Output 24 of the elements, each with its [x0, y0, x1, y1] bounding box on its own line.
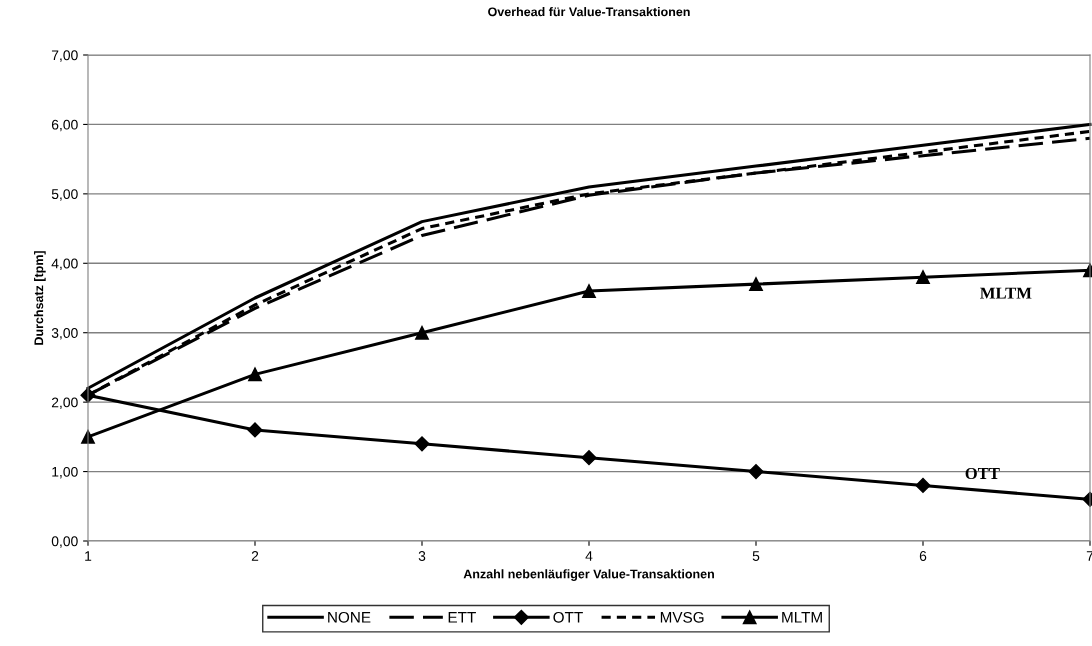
x-tick-label: 3 [418, 551, 426, 561]
annotation: OTT [965, 467, 1000, 480]
x-tick-label: 5 [752, 551, 760, 561]
y-tick-label: 1,00 [52, 466, 78, 479]
y-tick-label: 0,00 [51, 536, 78, 548]
legend-label: OTT [553, 611, 583, 623]
y-tick-label: 4,00 [51, 258, 78, 271]
y-tick-label: 5,00 [51, 189, 78, 201]
x-tick-label: 6 [919, 551, 927, 561]
annotation: MLTM [980, 287, 1032, 299]
y-tick-label: 3,00 [51, 328, 78, 340]
legend-label: NONE [328, 611, 371, 623]
x-tick-label: 1 [85, 551, 92, 561]
y-tick-label: 6,00 [51, 119, 78, 132]
chart-title: Overhead für Value-Transaktionen [488, 7, 690, 17]
x-tick-label: 4 [585, 551, 593, 561]
x-axis-title: Anzahl nebenläufiger Value-Transaktionen [463, 569, 714, 581]
legend-label: MVSG [660, 611, 704, 623]
y-tick-label: 2,00 [51, 397, 78, 409]
y-tick-label: 7,00 [51, 50, 78, 62]
y-axis-title: Durchsatz [tpm] [34, 251, 46, 345]
x-tick-label: 2 [251, 551, 259, 561]
legend-label: ETT [448, 612, 476, 623]
legend-label: MLTM [782, 612, 822, 623]
